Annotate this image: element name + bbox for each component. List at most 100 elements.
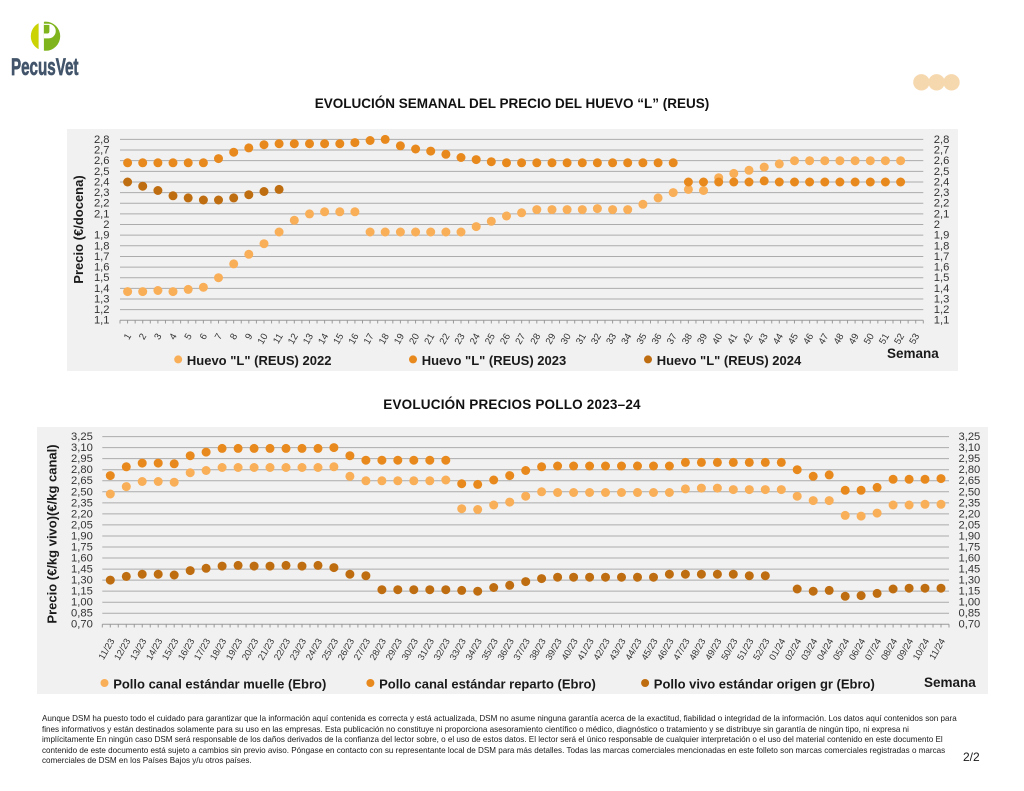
svg-text:2,6: 2,6 bbox=[94, 155, 110, 167]
svg-text:2,5: 2,5 bbox=[934, 166, 950, 178]
svg-text:35: 35 bbox=[635, 332, 650, 347]
svg-text:1,15: 1,15 bbox=[71, 586, 93, 598]
svg-text:1,4: 1,4 bbox=[94, 283, 110, 295]
svg-text:2,35: 2,35 bbox=[959, 497, 981, 509]
svg-text:1,30: 1,30 bbox=[959, 575, 981, 587]
svg-text:1,1: 1,1 bbox=[934, 315, 950, 327]
svg-text:Semana: Semana bbox=[924, 675, 976, 690]
svg-text:1,8: 1,8 bbox=[934, 240, 950, 252]
svg-text:1,9: 1,9 bbox=[934, 230, 950, 242]
svg-text:37: 37 bbox=[665, 332, 680, 347]
svg-text:1,45: 1,45 bbox=[959, 564, 981, 576]
svg-text:1,30: 1,30 bbox=[71, 575, 93, 587]
svg-text:15: 15 bbox=[332, 332, 347, 347]
svg-text:18: 18 bbox=[377, 332, 392, 347]
svg-text:2,65: 2,65 bbox=[959, 475, 981, 487]
svg-text:50: 50 bbox=[862, 332, 877, 347]
svg-text:2,4: 2,4 bbox=[934, 176, 950, 188]
svg-text:2,3: 2,3 bbox=[934, 187, 950, 199]
svg-text:2,35: 2,35 bbox=[71, 497, 93, 509]
svg-text:46: 46 bbox=[801, 332, 816, 347]
svg-text:2,05: 2,05 bbox=[959, 519, 981, 531]
svg-text:47: 47 bbox=[817, 332, 832, 347]
svg-text:19: 19 bbox=[392, 332, 407, 347]
svg-text:42: 42 bbox=[741, 332, 756, 347]
svg-text:1,00: 1,00 bbox=[71, 597, 93, 609]
svg-text:2,05: 2,05 bbox=[71, 519, 93, 531]
svg-text:26: 26 bbox=[498, 332, 513, 347]
svg-text:2,95: 2,95 bbox=[71, 453, 93, 465]
svg-text:1,6: 1,6 bbox=[934, 262, 950, 274]
svg-text:29: 29 bbox=[544, 332, 559, 347]
svg-text:1,75: 1,75 bbox=[959, 541, 981, 553]
svg-text:38: 38 bbox=[680, 332, 695, 347]
svg-text:36: 36 bbox=[650, 332, 665, 347]
svg-text:9: 9 bbox=[243, 332, 255, 342]
svg-text:2,7: 2,7 bbox=[934, 144, 950, 156]
svg-text:2,2: 2,2 bbox=[934, 198, 950, 210]
svg-text:1,9: 1,9 bbox=[94, 230, 110, 242]
svg-text:11: 11 bbox=[271, 332, 286, 346]
svg-text:2,3: 2,3 bbox=[94, 187, 110, 199]
svg-text:12: 12 bbox=[286, 332, 301, 347]
svg-text:48: 48 bbox=[832, 332, 847, 347]
svg-text:1,60: 1,60 bbox=[71, 552, 93, 564]
svg-text:Pollo vivo estándar origen gr: Pollo vivo estándar origen gr (Ebro) bbox=[654, 677, 875, 692]
svg-text:49: 49 bbox=[847, 332, 862, 347]
svg-text:1,5: 1,5 bbox=[934, 272, 950, 284]
svg-text:0,85: 0,85 bbox=[71, 608, 93, 620]
svg-text:33: 33 bbox=[604, 332, 619, 347]
svg-text:23: 23 bbox=[453, 332, 468, 347]
svg-text:8: 8 bbox=[228, 332, 240, 342]
svg-text:1,7: 1,7 bbox=[94, 251, 110, 263]
svg-text:1: 1 bbox=[122, 332, 134, 342]
svg-text:Huevo "L" (REUS) 2022: Huevo "L" (REUS) 2022 bbox=[187, 353, 332, 368]
svg-text:2,7: 2,7 bbox=[94, 144, 110, 156]
svg-text:1,75: 1,75 bbox=[71, 541, 93, 553]
svg-text:13: 13 bbox=[301, 332, 316, 347]
svg-text:51: 51 bbox=[877, 332, 892, 347]
svg-text:1,15: 1,15 bbox=[959, 586, 981, 598]
svg-text:6: 6 bbox=[198, 332, 210, 342]
svg-text:2,4: 2,4 bbox=[94, 176, 110, 188]
svg-text:0,85: 0,85 bbox=[959, 608, 981, 620]
svg-text:2: 2 bbox=[934, 219, 940, 231]
svg-text:1,7: 1,7 bbox=[934, 251, 950, 263]
svg-text:1,90: 1,90 bbox=[959, 530, 981, 542]
svg-text:2,8: 2,8 bbox=[94, 134, 110, 146]
svg-text:22: 22 bbox=[438, 332, 453, 347]
svg-text:2,50: 2,50 bbox=[959, 486, 981, 498]
svg-text:1,60: 1,60 bbox=[959, 552, 981, 564]
svg-text:16: 16 bbox=[347, 332, 362, 347]
svg-text:52: 52 bbox=[892, 332, 907, 347]
svg-text:3,25: 3,25 bbox=[959, 431, 981, 443]
svg-text:Semana: Semana bbox=[887, 346, 939, 361]
svg-text:2,65: 2,65 bbox=[71, 475, 93, 487]
svg-text:28: 28 bbox=[529, 332, 544, 347]
svg-text:31: 31 bbox=[574, 332, 589, 347]
svg-text:3,10: 3,10 bbox=[71, 442, 93, 454]
svg-text:2,50: 2,50 bbox=[71, 486, 93, 498]
svg-text:2,80: 2,80 bbox=[959, 464, 981, 476]
svg-text:1,6: 1,6 bbox=[94, 262, 110, 274]
svg-text:Pollo canal estándar muelle (E: Pollo canal estándar muelle (Ebro) bbox=[113, 677, 326, 692]
svg-text:27: 27 bbox=[513, 332, 528, 347]
svg-text:32: 32 bbox=[589, 332, 604, 347]
svg-text:Huevo "L" (REUS) 2024: Huevo "L" (REUS) 2024 bbox=[657, 353, 802, 368]
svg-text:0,70: 0,70 bbox=[959, 619, 981, 631]
svg-text:2,1: 2,1 bbox=[934, 208, 950, 220]
svg-text:1,5: 1,5 bbox=[94, 272, 110, 284]
svg-text:17: 17 bbox=[362, 332, 377, 347]
svg-text:2: 2 bbox=[103, 219, 109, 231]
svg-text:1,00: 1,00 bbox=[959, 597, 981, 609]
svg-text:2,20: 2,20 bbox=[959, 508, 981, 520]
svg-text:4: 4 bbox=[167, 331, 180, 342]
svg-text:Precio (€/kg vivo)(€/kg canal): Precio (€/kg vivo)(€/kg canal) bbox=[45, 444, 60, 623]
svg-text:41: 41 bbox=[726, 332, 741, 347]
svg-text:3: 3 bbox=[152, 332, 164, 342]
svg-text:39: 39 bbox=[695, 332, 710, 347]
svg-text:Huevo "L" (REUS) 2023: Huevo "L" (REUS) 2023 bbox=[422, 353, 567, 368]
svg-text:1,90: 1,90 bbox=[71, 530, 93, 542]
svg-text:21: 21 bbox=[422, 332, 437, 347]
svg-text:2,1: 2,1 bbox=[94, 208, 110, 220]
